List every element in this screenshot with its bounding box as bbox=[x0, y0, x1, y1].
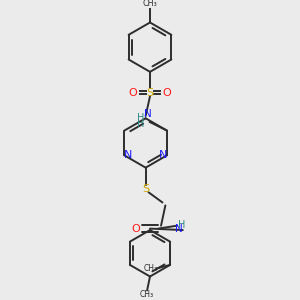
Text: S: S bbox=[142, 184, 149, 194]
Text: N: N bbox=[144, 109, 152, 119]
Text: N: N bbox=[159, 150, 167, 160]
Text: CH₃: CH₃ bbox=[142, 0, 158, 8]
Text: N: N bbox=[175, 224, 182, 234]
Text: S: S bbox=[146, 88, 154, 98]
Text: H: H bbox=[178, 220, 185, 230]
Text: O: O bbox=[131, 224, 140, 234]
Text: O: O bbox=[163, 88, 171, 98]
Text: O: O bbox=[129, 88, 137, 98]
Text: H: H bbox=[137, 112, 145, 123]
Text: CH₃: CH₃ bbox=[143, 264, 158, 273]
Text: N: N bbox=[124, 150, 133, 160]
Text: CH₃: CH₃ bbox=[140, 290, 154, 299]
Text: H: H bbox=[137, 119, 145, 129]
